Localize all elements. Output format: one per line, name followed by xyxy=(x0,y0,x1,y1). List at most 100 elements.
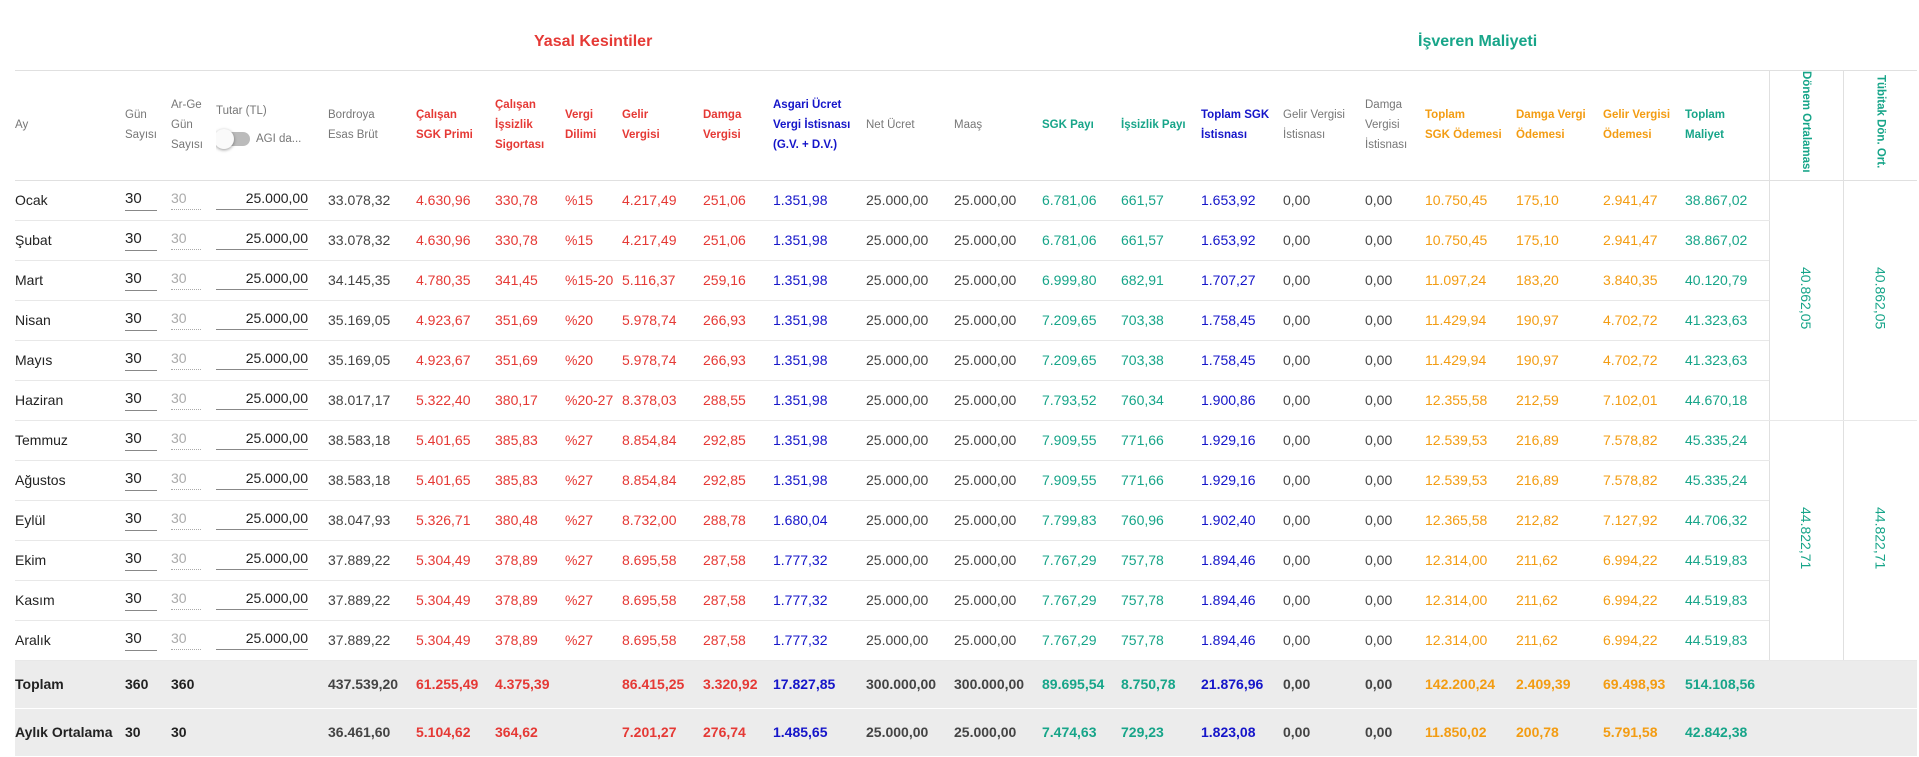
arge-input[interactable]: 30 xyxy=(171,590,201,611)
tutar-input[interactable]: 25.000,00 xyxy=(216,350,308,371)
gun-input[interactable]: 30 xyxy=(125,590,157,611)
cell-sgk-payi: 7.209,65 xyxy=(1042,340,1121,381)
gun-input[interactable]: 30 xyxy=(125,310,157,331)
tutar-input[interactable]: 25.000,00 xyxy=(216,270,308,291)
gun-input[interactable]: 30 xyxy=(125,550,157,571)
cell-net: 25.000,00 xyxy=(866,420,954,461)
cell-asgari: 1.777,32 xyxy=(773,580,866,621)
cell-dilim: %27 xyxy=(565,540,622,581)
gun-cell: 30 xyxy=(125,260,171,301)
cell-damga-ist: 0,00 xyxy=(1365,340,1425,381)
cell-sgk-primi: 5.401,65 xyxy=(416,420,495,461)
cell-toplam-sgk-ist: 1.900,86 xyxy=(1201,380,1283,421)
month-label: Kasım xyxy=(15,580,125,621)
gun-input[interactable]: 30 xyxy=(125,350,157,371)
cell-sgk-payi: 6.781,06 xyxy=(1042,220,1121,261)
summary-arge: 360 xyxy=(171,660,216,709)
cell-damga-ist: 0,00 xyxy=(1365,540,1425,581)
tutar-input[interactable]: 25.000,00 xyxy=(216,550,308,571)
cell-damga-ist: 0,00 xyxy=(1365,220,1425,261)
arge-input[interactable]: 30 xyxy=(171,630,201,651)
cell-maliyet: 45.335,24 xyxy=(1685,460,1769,501)
cell-issizlik: 378,89 xyxy=(495,540,565,581)
summary-damga-ist: 0,00 xyxy=(1365,660,1425,709)
cell-gelir: 8.695,58 xyxy=(622,540,703,581)
cell-issizlik-payi: 760,96 xyxy=(1121,500,1201,541)
cell-damga-ist: 0,00 xyxy=(1365,500,1425,541)
cell-maas: 25.000,00 xyxy=(954,260,1042,301)
cell-maliyet: 45.335,24 xyxy=(1685,420,1769,461)
table-row: Şubat 30 30 25.000,00 33.078,32 4.630,96 330,7… xyxy=(15,220,1917,261)
cell-net: 25.000,00 xyxy=(866,380,954,421)
cell-damga-od: 216,89 xyxy=(1516,460,1603,501)
gun-input[interactable]: 30 xyxy=(125,430,157,451)
cell-asgari: 1.351,98 xyxy=(773,420,866,461)
table-row: Nisan 30 30 25.000,00 35.169,05 4.923,67 351,6… xyxy=(15,300,1917,341)
cell-toplam-sgk-od: 12.314,00 xyxy=(1425,620,1516,661)
arge-input[interactable]: 30 xyxy=(171,510,201,531)
cell-damga-ist: 0,00 xyxy=(1365,180,1425,221)
arge-input[interactable]: 30 xyxy=(171,470,201,491)
arge-input[interactable]: 30 xyxy=(171,390,201,411)
cell-brut: 35.169,05 xyxy=(328,300,416,341)
arge-input[interactable]: 30 xyxy=(171,270,201,291)
cell-damga-od: 190,97 xyxy=(1516,340,1603,381)
arge-input[interactable]: 30 xyxy=(171,550,201,571)
tutar-input[interactable]: 25.000,00 xyxy=(216,470,308,491)
cell-sgk-primi: 4.630,96 xyxy=(416,180,495,221)
summary-gelir-od: 5.791,58 xyxy=(1603,708,1685,757)
tutar-input[interactable]: 25.000,00 xyxy=(216,230,308,251)
cell-maas: 25.000,00 xyxy=(954,220,1042,261)
cell-issizlik: 330,78 xyxy=(495,180,565,221)
gun-input[interactable]: 30 xyxy=(125,510,157,531)
tutar-input[interactable]: 25.000,00 xyxy=(216,430,308,451)
arge-input[interactable]: 30 xyxy=(171,190,201,211)
cell-maas: 25.000,00 xyxy=(954,580,1042,621)
cell-damga: 292,85 xyxy=(703,420,773,461)
gun-input[interactable]: 30 xyxy=(125,190,157,211)
col-issizlik-payi: İşsizlik Payı xyxy=(1121,70,1201,181)
tutar-input[interactable]: 25.000,00 xyxy=(216,510,308,531)
col-bordroya: Bordroya Esas Brüt xyxy=(328,70,416,181)
arge-input[interactable]: 30 xyxy=(171,350,201,371)
arge-input[interactable]: 30 xyxy=(171,230,201,251)
cell-toplam-sgk-ist: 1.653,92 xyxy=(1201,220,1283,261)
cell-gelir: 8.732,00 xyxy=(622,500,703,541)
cell-gelir-od: 7.578,82 xyxy=(1603,460,1685,501)
month-label: Eylül xyxy=(15,500,125,541)
arge-input[interactable]: 30 xyxy=(171,430,201,451)
arge-input[interactable]: 30 xyxy=(171,310,201,331)
cell-issizlik-payi: 771,66 xyxy=(1121,420,1201,461)
cell-net: 25.000,00 xyxy=(866,340,954,381)
cell-toplam-sgk-ist: 1.902,40 xyxy=(1201,500,1283,541)
tutar-input[interactable]: 25.000,00 xyxy=(216,190,308,211)
agi-toggle[interactable] xyxy=(216,129,250,150)
cell-dilim: %27 xyxy=(565,500,622,541)
gun-cell: 30 xyxy=(125,300,171,341)
summary-issizlik: 364,62 xyxy=(495,708,565,757)
gun-input[interactable]: 30 xyxy=(125,630,157,651)
cell-damga-od: 175,10 xyxy=(1516,180,1603,221)
cell-sgk-primi: 4.780,35 xyxy=(416,260,495,301)
table-row: Ağustos 30 30 25.000,00 38.583,18 5.401,65 385… xyxy=(15,460,1917,501)
cell-toplam-sgk-od: 12.355,58 xyxy=(1425,380,1516,421)
cell-issizlik: 380,48 xyxy=(495,500,565,541)
summary-maliyet: 514.108,56 xyxy=(1685,660,1769,709)
summary-issizlik-payi: 8.750,78 xyxy=(1121,660,1201,709)
tutar-input[interactable]: 25.000,00 xyxy=(216,390,308,411)
cell-net: 25.000,00 xyxy=(866,260,954,301)
donem-ortalamasi-h1: 40.862,05 xyxy=(1768,180,1843,421)
arge-cell: 30 xyxy=(171,260,216,301)
gun-input[interactable]: 30 xyxy=(125,270,157,291)
cell-gelir-od: 4.702,72 xyxy=(1603,300,1685,341)
tutar-input[interactable]: 25.000,00 xyxy=(216,590,308,611)
tutar-cell: 25.000,00 xyxy=(216,180,328,221)
tutar-input[interactable]: 25.000,00 xyxy=(216,310,308,331)
gun-input[interactable]: 30 xyxy=(125,470,157,491)
tutar-input[interactable]: 25.000,00 xyxy=(216,630,308,651)
cell-gelir: 4.217,49 xyxy=(622,220,703,261)
gun-input[interactable]: 30 xyxy=(125,230,157,251)
cell-toplam-sgk-ist: 1.758,45 xyxy=(1201,340,1283,381)
gun-input[interactable]: 30 xyxy=(125,390,157,411)
cell-dilim: %27 xyxy=(565,420,622,461)
